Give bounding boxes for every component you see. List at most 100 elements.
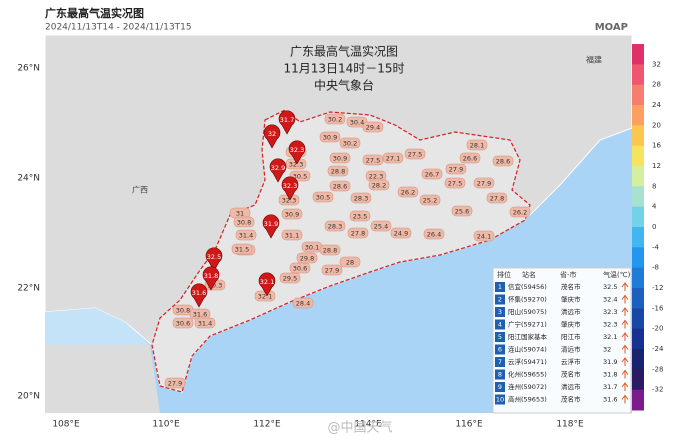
pin: [190, 283, 208, 308]
station-name: 怀集(59270): [508, 295, 547, 304]
temp: 32.1: [603, 333, 617, 341]
pin: [263, 124, 281, 149]
station-box: [339, 137, 361, 149]
station-box: [390, 227, 412, 239]
legend-swatch: [632, 288, 644, 309]
station-temp: 31.6: [193, 311, 207, 319]
lat-label: 26°N: [17, 64, 40, 74]
up-arrow: [621, 357, 629, 366]
temp: 31.9: [603, 358, 617, 366]
up-arrow: [621, 307, 629, 316]
legend-label: 12: [652, 162, 661, 170]
rank-badge: [495, 357, 505, 367]
station-temp: 28.1: [470, 142, 484, 150]
station-box: [362, 121, 384, 133]
station-temp: 27.5: [448, 180, 462, 188]
legend-label: -4: [652, 243, 660, 251]
pin-temp: 32.3: [283, 182, 297, 190]
city: 茂名市: [561, 282, 581, 291]
gulf: [45, 308, 150, 345]
rank-badge: [495, 344, 505, 355]
lon-label: 114°E: [354, 420, 382, 430]
table-header: 省-市: [560, 270, 577, 279]
station-temp: 26.2: [401, 189, 415, 197]
station-temp: 27.5: [366, 157, 380, 165]
pin-temp: 31.9: [264, 220, 278, 228]
pin: [202, 266, 220, 291]
legend-label: 32: [652, 60, 661, 68]
station-temp: 31: [236, 210, 244, 218]
table-header: 站名: [522, 270, 536, 279]
station-name: 云浮(59471): [508, 357, 547, 366]
rank: 4: [498, 321, 502, 329]
land-south: [45, 345, 160, 413]
station-box: [382, 152, 404, 164]
pin-temp: 31.8: [204, 272, 218, 280]
station-temp: 28: [346, 259, 354, 267]
station-temp: 28.3: [354, 195, 368, 203]
station-box: [235, 229, 257, 241]
rank-badge: [495, 382, 505, 392]
station-temp: 30.2: [343, 140, 357, 148]
legend-swatch: [632, 166, 644, 187]
pin: [269, 158, 287, 183]
map-title: 中央气象台: [314, 78, 374, 93]
up-arrow: [621, 319, 629, 329]
station-box: [368, 179, 390, 191]
station-box: [347, 227, 369, 239]
place-label: 广西: [132, 185, 148, 195]
station-temp: 28.6: [496, 158, 510, 166]
station-temp: 30.4: [350, 119, 364, 127]
station-box: [292, 297, 314, 309]
legend-label: -16: [652, 304, 664, 312]
station-box: [459, 152, 481, 164]
lon-label: 112°E: [253, 420, 281, 430]
temp: 31.6: [603, 396, 617, 404]
station-box: [486, 192, 508, 204]
station-box: [349, 210, 371, 222]
temp: 32.3: [603, 321, 617, 329]
legend-swatch: [632, 227, 644, 248]
station-temp: 28.8: [331, 168, 345, 176]
station-temp: 30.9: [323, 134, 337, 142]
legend-label: 8: [652, 182, 656, 190]
lat-label: 22°N: [17, 284, 40, 294]
lon-label: 116°E: [455, 420, 483, 430]
legend-swatch: [632, 44, 644, 65]
station-box: [339, 256, 361, 268]
station-temp: 32.3: [282, 197, 296, 205]
legend-swatch: [632, 369, 644, 391]
legend-label: -8: [652, 264, 659, 272]
station-temp: 30.2: [328, 116, 342, 124]
station-temp: 31.4: [198, 320, 212, 328]
legend-label: -32: [652, 386, 663, 394]
station-box: [279, 272, 301, 284]
table-header: 排位: [497, 270, 511, 279]
up-arrow: [621, 382, 629, 391]
station-temp: 24.1: [477, 233, 491, 241]
station-box: [164, 377, 186, 389]
rank-badge: [495, 332, 505, 342]
legend-swatch: [632, 145, 644, 167]
station-temp: 28.4: [296, 300, 310, 308]
up-arrow: [621, 344, 629, 354]
station-box: [281, 208, 303, 220]
rank: 1: [498, 283, 502, 291]
temp: 32.4: [603, 296, 617, 304]
rank-badge: [495, 369, 505, 380]
station-box: [281, 229, 303, 241]
legend-swatch: [632, 328, 644, 350]
map-title: 11月13日14时－15时: [283, 62, 404, 76]
rank: 5: [498, 333, 502, 341]
pin: [258, 272, 276, 297]
station-name: 信宜(59456): [508, 282, 547, 291]
map-title: 广东最高气温实况图: [290, 44, 398, 59]
station-temp: 29.4: [366, 124, 380, 132]
station-temp: 30.8: [176, 307, 190, 315]
up-arrow: [621, 369, 629, 379]
station-temp: 30.5: [316, 194, 330, 202]
city: 茂名市: [561, 395, 581, 404]
station-box: [324, 113, 346, 125]
station-temp: 28.6: [333, 183, 347, 191]
station-temp: 27.1: [386, 155, 400, 163]
